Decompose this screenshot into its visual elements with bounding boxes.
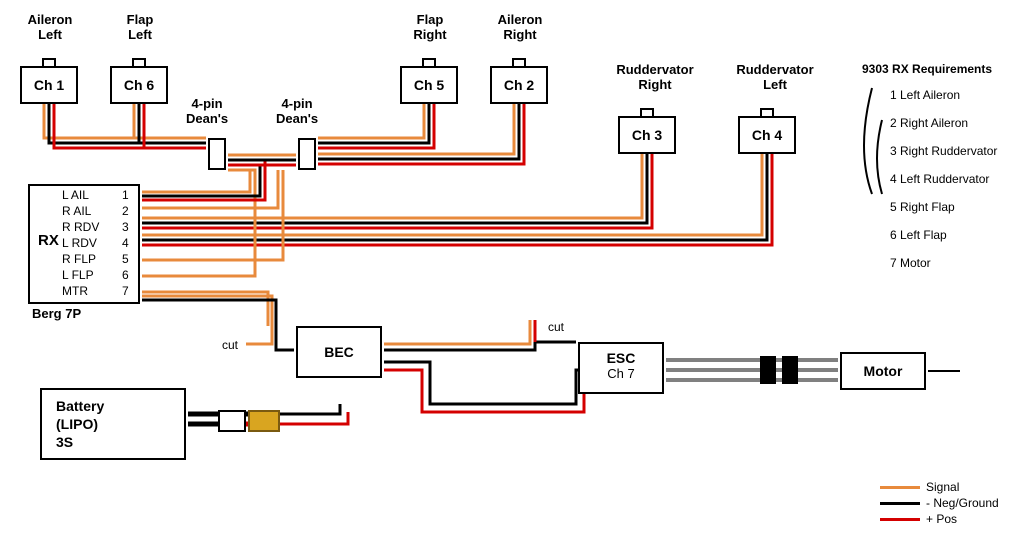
battery-connector-1 [218,410,246,432]
servo-nub [640,108,654,116]
rx-row-label: R AIL [62,204,91,218]
servo-rudder-left: Ch 4 [738,116,796,154]
ch-label: Ch 2 [504,77,534,93]
legend-label: - Neg/Ground [926,496,999,510]
req-item: 2 Right Aileron [890,116,968,130]
motor-box: Motor [840,352,926,390]
rx-title: RX [38,232,59,249]
rx-row-num: 4 [122,236,129,250]
servo-nub [132,58,146,66]
ch-label: Ch 3 [632,127,662,143]
legend-label: Signal [926,480,959,494]
ch-label: Ch 4 [752,127,782,143]
ch-label: Ch 1 [34,77,64,93]
rx-row-num: 7 [122,284,129,298]
t: Left [38,27,62,42]
battery-connector-2 [248,410,280,432]
ch-label: Ch 5 [414,77,444,93]
servo-flap-right: Ch 5 [400,66,458,104]
rx-row-label: L AIL [62,188,89,202]
deans-label-2: 4-pinDean's [276,96,318,126]
rx-row-label: R FLP [62,252,96,266]
servo-nub [422,58,436,66]
req-item: 6 Left Flap [890,228,947,242]
esc-box: ESC Ch 7 [578,342,664,394]
servo-title-aileron-right: AileronRight [480,12,560,42]
servo-aileron-right: Ch 2 [490,66,548,104]
battery-l2: (LIPO) [56,416,98,432]
legend-label: + Pos [926,512,957,526]
req-item: 5 Right Flap [890,200,955,214]
servo-title-rudder-left: RuddervatorLeft [720,62,830,92]
req-item: 7 Motor [890,256,931,270]
rx-row-num: 1 [122,188,129,202]
deans-label-1: 4-pinDean's [186,96,228,126]
cut-label-1: cut [222,338,238,352]
servo-title-flap-right: FlapRight [390,12,470,42]
servo-title-aileron-left: AileronLeft [10,12,90,42]
rx-row-label: L FLP [62,268,94,282]
servo-nub [760,108,774,116]
legend-swatch [880,486,920,489]
legend-swatch [880,502,920,505]
req-item: 3 Right Ruddervator [890,144,997,158]
rx-row-label: R RDV [62,220,99,234]
servo-rudder-right: Ch 3 [618,116,676,154]
battery-l1: Battery [56,398,104,414]
rx-model: Berg 7P [32,306,81,321]
cut-label-2: cut [548,320,564,334]
deans-connector-2 [298,138,316,170]
servo-aileron-left: Ch 1 [20,66,78,104]
ch-label: Ch 6 [124,77,154,93]
servo-nub [42,58,56,66]
esc-sub: Ch 7 [607,366,634,381]
rx-row-label: L RDV [62,236,97,250]
servo-title-flap-left: FlapLeft [100,12,180,42]
rx-row-num: 6 [122,268,129,282]
bec-label: BEC [324,344,354,360]
servo-flap-left: Ch 6 [110,66,168,104]
deans-connector-1 [208,138,226,170]
servo-title-rudder-right: RuddervatorRight [600,62,710,92]
rx-row-label: MTR [62,284,88,298]
battery-box: Battery (LIPO) 3S [40,388,186,460]
legend-swatch [880,518,920,521]
battery-l3: 3S [56,434,73,450]
req-item: 1 Left Aileron [890,88,960,102]
rx-row-num: 2 [122,204,129,218]
servo-nub [512,58,526,66]
rx-row-num: 3 [122,220,129,234]
t: Aileron [28,12,73,27]
rx-row-num: 5 [122,252,129,266]
esc-label: ESC [607,350,636,366]
motor-label: Motor [864,363,903,379]
req-item: 4 Left Ruddervator [890,172,989,186]
req-title: 9303 RX Requirements [862,62,992,76]
bec-box: BEC [296,326,382,378]
